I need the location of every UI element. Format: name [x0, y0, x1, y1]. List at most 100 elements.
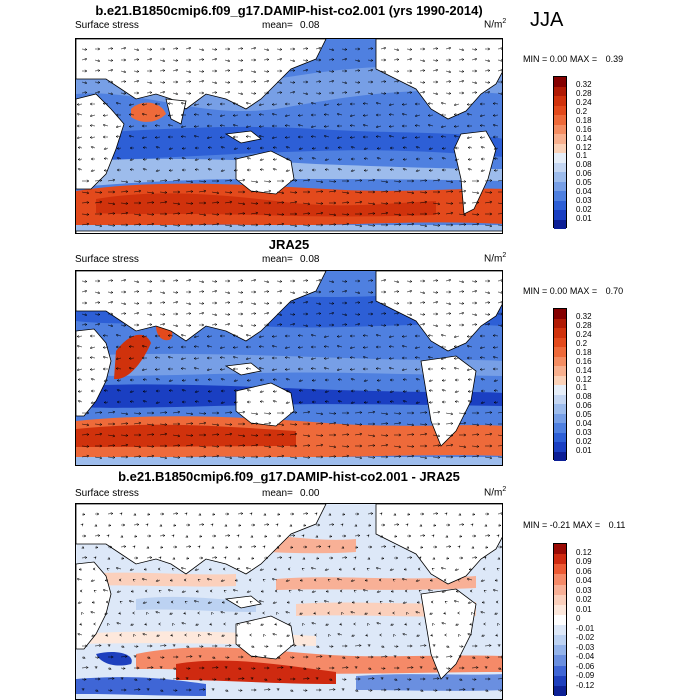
wind-vector-arrow [336, 368, 343, 372]
wind-vector-arrow [341, 191, 350, 195]
wind-vector-arrow [263, 311, 270, 315]
wind-vector-arrow [484, 432, 493, 436]
wind-vector-arrow [120, 190, 129, 193]
wind-vector-arrow [298, 147, 304, 150]
wind-vector-arrow [494, 578, 499, 582]
wind-vector-arrow [156, 600, 161, 604]
wind-vector-arrow [121, 455, 129, 459]
wind-vector-arrow [393, 301, 400, 305]
colorbar-swatch [554, 375, 566, 385]
wind-vector-arrow [302, 556, 306, 560]
wind-vector-arrow [128, 356, 135, 360]
wind-vector-arrow [492, 102, 499, 106]
wind-vector-arrow [121, 58, 127, 62]
wind-vector-arrow [432, 202, 441, 206]
wind-vector-arrow [428, 147, 434, 150]
wind-vector-arrow [129, 400, 135, 404]
wind-vector-arrow [375, 333, 382, 337]
wind-vector-arrow [497, 412, 502, 414]
wind-vector-arrow [367, 556, 371, 560]
wind-vector-arrow [223, 622, 226, 626]
wind-vector-arrow [324, 378, 329, 382]
colorbar-swatch [554, 143, 566, 153]
wind-vector-arrow [458, 180, 467, 183]
wind-vector-arrow [258, 599, 265, 603]
wind-vector-arrow [458, 421, 467, 425]
wind-vector-arrow [198, 280, 205, 284]
wind-vector-arrow [251, 58, 257, 62]
wind-vector-arrow [419, 666, 423, 670]
colorbar-swatch [554, 153, 566, 163]
wind-vector-arrow [263, 301, 270, 305]
wind-vector-arrow [342, 411, 350, 415]
wind-vector-arrow [393, 213, 402, 217]
wind-vector-arrow [441, 590, 447, 593]
wind-vector-arrow [328, 678, 333, 681]
wind-vector-arrow [146, 666, 154, 670]
wind-vector-arrow [276, 213, 285, 216]
wind-vector-arrow [402, 389, 408, 393]
wind-vector-arrow [458, 79, 465, 83]
wind-vector-arrow [224, 90, 231, 94]
wind-vector-arrow [133, 512, 137, 516]
wind-vector-arrow [211, 677, 217, 681]
wind-vector-arrow [484, 655, 490, 659]
wind-vector-arrow [419, 655, 425, 659]
wind-vector-arrow [77, 389, 83, 393]
wind-vector-arrow [159, 423, 168, 426]
wind-vector-arrow [233, 379, 239, 382]
wind-vector-arrow [433, 312, 439, 316]
wind-vector-arrow [328, 180, 337, 183]
wind-vector-arrow [258, 113, 265, 117]
wind-vector-arrow [128, 103, 135, 107]
wind-vector-arrow [419, 69, 426, 73]
wind-vector-arrow [237, 47, 244, 51]
wind-vector-arrow [406, 512, 411, 516]
wind-vector-arrow [115, 101, 122, 105]
wind-vector-arrow [120, 645, 125, 648]
wind-vector-arrow [146, 677, 152, 681]
wind-vector-arrow [90, 146, 96, 149]
wind-vector-arrow [432, 410, 441, 414]
wind-vector-arrow [337, 168, 343, 171]
wind-vector-arrow [328, 512, 332, 516]
wind-vector-arrow [133, 688, 141, 692]
wind-vector-arrow [276, 423, 285, 427]
wind-vector-arrow [481, 634, 486, 637]
wind-vector-arrow [185, 534, 189, 538]
wind-vector-arrow [368, 80, 374, 84]
colorbar-tick-label: 0.02 [576, 595, 592, 604]
wind-vector-arrow [354, 224, 363, 228]
wind-vector-arrow [275, 523, 279, 527]
wind-vector-arrow [381, 688, 387, 692]
panel3-mean-value: 0.00 [300, 488, 320, 499]
wind-vector-arrow [195, 623, 200, 626]
wind-vector-arrow [120, 443, 129, 447]
wind-vector-arrow [445, 666, 451, 670]
wind-vector-arrow [311, 389, 317, 392]
wind-vector-arrow [120, 302, 127, 306]
wind-vector-arrow [315, 278, 322, 282]
wind-vector-arrow [390, 623, 395, 626]
wind-vector-arrow [458, 69, 465, 73]
wind-vector-arrow [302, 300, 309, 304]
wind-vector-arrow [186, 290, 192, 294]
panel1-title: b.e21.B1850cmip6.f09_g17.DAMIP-hist-co2.… [95, 3, 483, 18]
colorbar-tick-label: 0.06 [576, 566, 592, 576]
wind-vector-arrow [355, 279, 361, 283]
wind-vector-arrow [363, 157, 369, 161]
wind-vector-arrow [245, 135, 252, 139]
wind-vector-arrow [484, 200, 493, 204]
wind-vector-arrow [285, 579, 291, 582]
wind-vector-arrow [193, 134, 200, 138]
wind-vector-arrow [211, 423, 220, 427]
wind-vector-arrow [310, 125, 317, 129]
wind-vector-arrow [251, 223, 259, 227]
wind-vector-arrow [350, 169, 356, 172]
wind-vector-arrow [224, 432, 233, 436]
wind-vector-arrow [498, 545, 502, 549]
wind-vector-arrow [419, 59, 426, 63]
wind-vector-arrow [428, 400, 434, 404]
wind-vector-arrow [237, 434, 246, 438]
wind-vector-arrow [172, 324, 179, 328]
